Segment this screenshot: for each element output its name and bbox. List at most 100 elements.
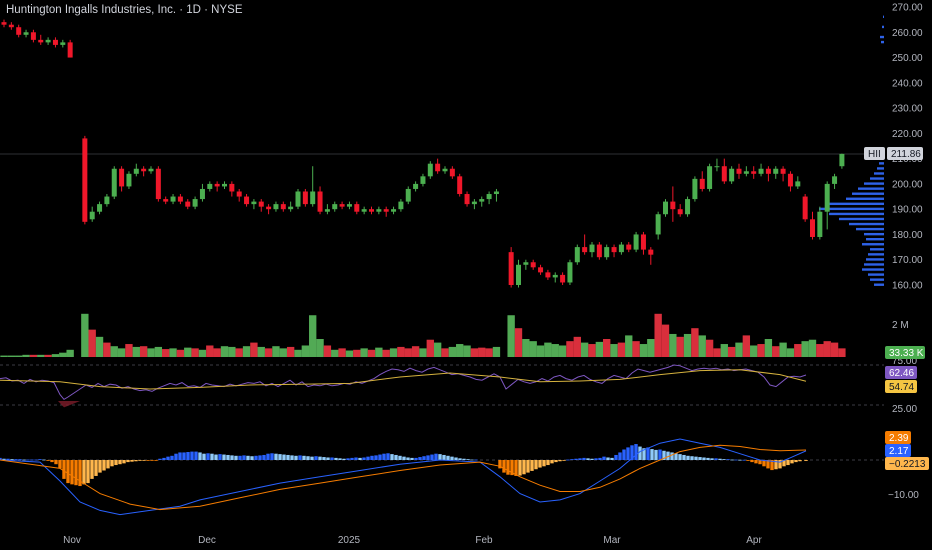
volume-bar bbox=[683, 333, 692, 357]
macd-histogram-bar bbox=[214, 454, 218, 460]
macd-histogram-bar bbox=[70, 460, 74, 485]
macd-histogram-bar bbox=[346, 458, 350, 460]
macd-histogram-bar bbox=[266, 453, 270, 460]
candle-body bbox=[493, 191, 499, 195]
volume-bar bbox=[404, 348, 412, 357]
volume-bar bbox=[654, 313, 662, 357]
macd-signal-line bbox=[0, 444, 807, 511]
volume-bar bbox=[588, 344, 596, 357]
volume-bar bbox=[456, 344, 464, 357]
volume-bar bbox=[272, 346, 280, 357]
candle-body bbox=[420, 176, 426, 184]
price-tick-label: 200.00 bbox=[892, 179, 923, 190]
candle-body bbox=[758, 168, 764, 174]
macd-histogram-bar bbox=[0, 457, 2, 460]
volume-bar bbox=[463, 345, 471, 357]
rsi-ma-tag-bg bbox=[885, 380, 917, 393]
volume-bar bbox=[375, 347, 383, 357]
macd-histogram-bar bbox=[182, 452, 186, 460]
macd-histogram-bar bbox=[610, 457, 614, 460]
volume-bar bbox=[603, 339, 611, 357]
volume-bar bbox=[15, 355, 23, 357]
volume-bar bbox=[316, 339, 324, 357]
candle-body bbox=[111, 168, 117, 197]
volume-bar bbox=[478, 347, 486, 357]
macd-histogram-bar bbox=[550, 460, 554, 464]
macd-histogram-bar bbox=[6, 458, 10, 460]
volume-profile-bar bbox=[856, 227, 884, 231]
volume-bar bbox=[257, 346, 265, 357]
signal-value-tag-bg bbox=[885, 431, 911, 444]
candle-body bbox=[361, 209, 367, 212]
candle-body bbox=[405, 188, 411, 202]
macd-histogram-bar bbox=[326, 457, 330, 460]
candle-body bbox=[60, 42, 66, 45]
macd-histogram-bar bbox=[78, 460, 82, 487]
candle-body bbox=[787, 173, 793, 187]
last-price-tag-bg bbox=[887, 147, 923, 160]
macd-histogram-bar bbox=[790, 460, 794, 464]
macd-histogram-bar bbox=[2, 458, 6, 460]
candlesticks bbox=[1, 19, 845, 288]
macd-histogram-bar bbox=[10, 459, 14, 460]
macd-histogram-bar bbox=[804, 460, 808, 461]
volume-bar bbox=[162, 349, 170, 357]
macd-histogram-bar bbox=[566, 459, 570, 461]
volume-profile-bar bbox=[882, 25, 884, 29]
volume-bar bbox=[830, 342, 839, 357]
macd-histogram-bar bbox=[138, 460, 142, 461]
macd-histogram-bar bbox=[422, 456, 426, 460]
macd-histogram-bar bbox=[430, 454, 434, 460]
volume-profile-bar bbox=[870, 278, 884, 281]
axis-value-tags: HII 211.86 33.33 K 62.46 54.74 2.39 2.17 −0.221… bbox=[864, 147, 929, 470]
volume-bar bbox=[411, 346, 420, 357]
candle-body bbox=[82, 138, 88, 222]
volume-bar bbox=[676, 336, 684, 357]
candle-body bbox=[251, 201, 257, 205]
candle-body bbox=[560, 274, 566, 283]
macd-histogram-bar bbox=[414, 457, 418, 460]
candle-body bbox=[486, 194, 492, 200]
volume-bar bbox=[632, 341, 640, 357]
macd-histogram-bar bbox=[454, 457, 458, 460]
candle-body bbox=[273, 204, 279, 210]
macd-histogram-bar bbox=[142, 460, 146, 461]
macd-histogram-bar bbox=[678, 454, 682, 460]
macd-histogram-bar bbox=[534, 460, 538, 470]
macd-histogram-bar bbox=[46, 460, 50, 461]
volume-bar bbox=[558, 345, 567, 357]
macd-histogram-bar bbox=[726, 459, 730, 460]
volume-bar bbox=[433, 342, 442, 357]
macd-histogram-bar bbox=[782, 460, 786, 467]
macd-histogram-bar bbox=[342, 458, 346, 460]
volume-bar bbox=[139, 346, 148, 357]
volume-profile-bar bbox=[864, 263, 884, 266]
volume-last-tag-bg bbox=[885, 346, 925, 359]
volume-profile-bar bbox=[868, 253, 884, 256]
histogram-value-tag-bg bbox=[885, 457, 929, 470]
volume-profile-bar bbox=[877, 167, 884, 170]
macd-histogram-bar bbox=[274, 453, 278, 460]
macd-tick-label: −10.00 bbox=[888, 490, 919, 501]
volume-profile-bar bbox=[862, 268, 884, 271]
candle-body bbox=[692, 178, 698, 200]
macd-histogram-bar bbox=[374, 455, 378, 460]
volume-bar bbox=[566, 341, 574, 357]
volume-bar bbox=[794, 344, 802, 357]
macd-histogram-bar bbox=[602, 456, 606, 460]
volume-bar bbox=[37, 354, 45, 357]
macd-histogram-bar bbox=[558, 460, 562, 462]
macd-histogram-bar bbox=[670, 452, 674, 460]
price-tick-label: 230.00 bbox=[892, 104, 923, 115]
macd-histogram-bar bbox=[658, 449, 662, 460]
volume-bar bbox=[0, 355, 8, 357]
macd-histogram-bar bbox=[530, 460, 534, 471]
candle-body bbox=[207, 183, 213, 189]
candle-body bbox=[839, 153, 845, 167]
macd-histogram-bar bbox=[170, 455, 174, 460]
macd-histogram-bar bbox=[102, 460, 106, 471]
macd-histogram-bar bbox=[158, 458, 162, 460]
volume-bar bbox=[206, 345, 214, 357]
macd-histogram-bar bbox=[538, 460, 542, 468]
